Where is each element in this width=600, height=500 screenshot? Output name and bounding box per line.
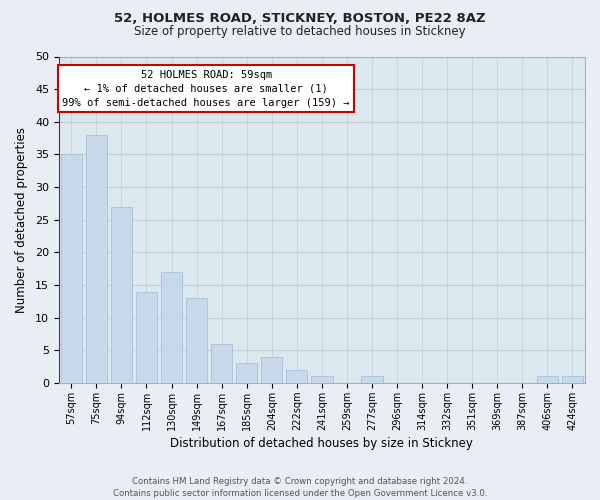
Bar (211, 344, 232, 383)
Text: Size of property relative to detached houses in Stickney: Size of property relative to detached ho… (134, 25, 466, 38)
Y-axis label: Number of detached properties: Number of detached properties (15, 126, 28, 312)
Bar (311, 376, 332, 383)
Bar (136, 292, 157, 383)
Bar (261, 357, 283, 383)
Bar (111, 206, 132, 383)
Bar (286, 370, 307, 383)
Bar (361, 376, 383, 383)
Bar (61, 154, 82, 383)
Bar (86, 135, 107, 383)
Text: Contains HM Land Registry data © Crown copyright and database right 2024.
Contai: Contains HM Land Registry data © Crown c… (113, 476, 487, 498)
Bar (562, 376, 583, 383)
Text: 52 HOLMES ROAD: 59sqm
← 1% of detached houses are smaller (1)
99% of semi-detach: 52 HOLMES ROAD: 59sqm ← 1% of detached h… (62, 70, 350, 108)
Text: 52, HOLMES ROAD, STICKNEY, BOSTON, PE22 8AZ: 52, HOLMES ROAD, STICKNEY, BOSTON, PE22 … (114, 12, 486, 26)
Bar (186, 298, 207, 383)
Bar (161, 272, 182, 383)
X-axis label: Distribution of detached houses by size in Stickney: Distribution of detached houses by size … (170, 437, 473, 450)
Bar (236, 364, 257, 383)
Bar (537, 376, 558, 383)
